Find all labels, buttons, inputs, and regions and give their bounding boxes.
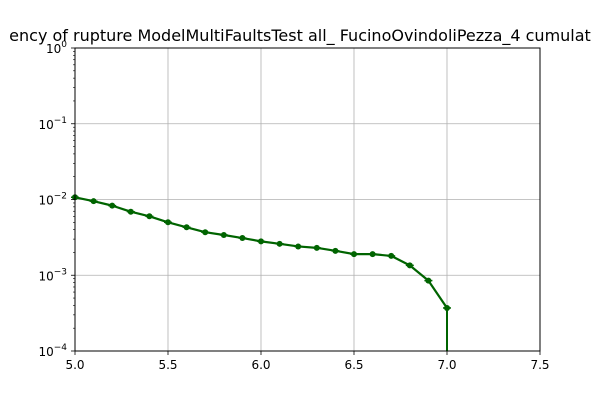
data-point xyxy=(276,240,283,247)
x-tick-label: 6.0 xyxy=(251,358,270,372)
x-tick-label: 7.0 xyxy=(437,358,456,372)
data-point xyxy=(351,251,357,258)
x-tick-label: 5.0 xyxy=(65,358,84,372)
data-point xyxy=(146,213,153,220)
data-point xyxy=(369,251,376,258)
y-tick-label: 10−3 xyxy=(38,267,67,283)
grid xyxy=(74,47,541,352)
y-tick-label: 10−1 xyxy=(38,116,67,132)
data-point xyxy=(90,198,97,205)
x-tick-label: 7.5 xyxy=(530,358,549,372)
data-point xyxy=(220,231,227,238)
data-point xyxy=(388,252,395,259)
data-point xyxy=(109,202,116,209)
x-tick-label: 6.5 xyxy=(344,358,363,372)
data-point xyxy=(313,244,320,251)
data-point xyxy=(332,247,339,254)
data-point xyxy=(258,238,264,245)
data-point xyxy=(406,262,413,269)
data-point xyxy=(295,243,302,250)
data-point xyxy=(183,224,190,231)
y-tick-label: 10−2 xyxy=(38,192,67,208)
data-point xyxy=(239,235,246,242)
y-tick-label: 100 xyxy=(46,40,67,56)
y-tick-label: 10−4 xyxy=(38,343,67,359)
data-point xyxy=(202,229,209,236)
chart-title: ency of rupture ModelMultiFaultsTest all… xyxy=(9,26,591,46)
data-point xyxy=(127,208,134,215)
y-axis: 10−4 10−3 10−2 10−1 100 xyxy=(38,40,75,359)
x-axis: 5.0 5.5 6.0 6.5 7.0 7.5 xyxy=(65,351,550,372)
data-point xyxy=(425,277,432,284)
x-tick-label: 5.5 xyxy=(158,358,177,372)
data-point xyxy=(165,219,171,226)
